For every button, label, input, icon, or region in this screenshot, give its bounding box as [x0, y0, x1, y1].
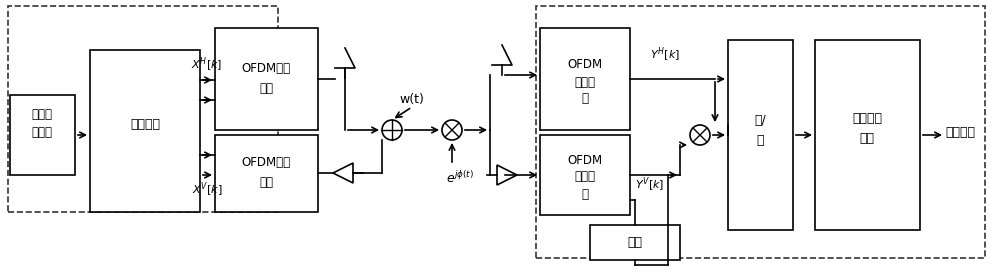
- Text: $Y^V[k]$: $Y^V[k]$: [635, 176, 664, 194]
- Text: 块: 块: [582, 92, 588, 106]
- Text: $e^{j\phi(t)}$: $e^{j\phi(t)}$: [446, 170, 474, 186]
- Bar: [10, 95, 75, 175]
- Text: 极化调制: 极化调制: [130, 119, 160, 131]
- Bar: [815, 40, 920, 230]
- Bar: [536, 6, 985, 258]
- Text: OFDM: OFDM: [567, 58, 603, 72]
- Bar: [540, 28, 630, 130]
- Text: OFDM: OFDM: [567, 153, 603, 166]
- Text: 串: 串: [756, 134, 764, 147]
- Text: $X^H[k]$: $X^H[k]$: [191, 56, 223, 74]
- Polygon shape: [333, 163, 353, 183]
- Text: $Y^H[k]$: $Y^H[k]$: [650, 46, 680, 64]
- Text: 块: 块: [582, 187, 588, 200]
- Text: 据信息: 据信息: [32, 126, 52, 140]
- Text: OFDM发射: OFDM发射: [241, 156, 291, 169]
- Circle shape: [690, 125, 710, 145]
- Text: 解调数据: 解调数据: [945, 126, 975, 140]
- Text: 原始数: 原始数: [32, 109, 52, 122]
- Text: 反相: 反相: [628, 236, 642, 249]
- Text: 模块: 模块: [259, 177, 273, 190]
- Text: 接收模: 接收模: [574, 76, 596, 88]
- Text: $X^V[k]$: $X^V[k]$: [192, 181, 222, 199]
- Bar: [590, 225, 680, 260]
- Polygon shape: [497, 165, 517, 185]
- Text: 模块: 模块: [259, 82, 273, 94]
- Bar: [540, 135, 630, 215]
- Bar: [728, 40, 793, 230]
- Bar: [215, 28, 318, 130]
- Bar: [90, 50, 200, 212]
- Text: OFDM发射: OFDM发射: [241, 61, 291, 75]
- Circle shape: [442, 120, 462, 140]
- Text: 并/: 并/: [754, 113, 766, 126]
- Text: 接收模: 接收模: [574, 171, 596, 184]
- Bar: [8, 6, 278, 212]
- Text: 相位差逆: 相位差逆: [852, 112, 882, 125]
- Bar: [215, 135, 318, 212]
- Text: 映射: 映射: [860, 131, 874, 144]
- Text: w(t): w(t): [400, 94, 424, 107]
- Circle shape: [382, 120, 402, 140]
